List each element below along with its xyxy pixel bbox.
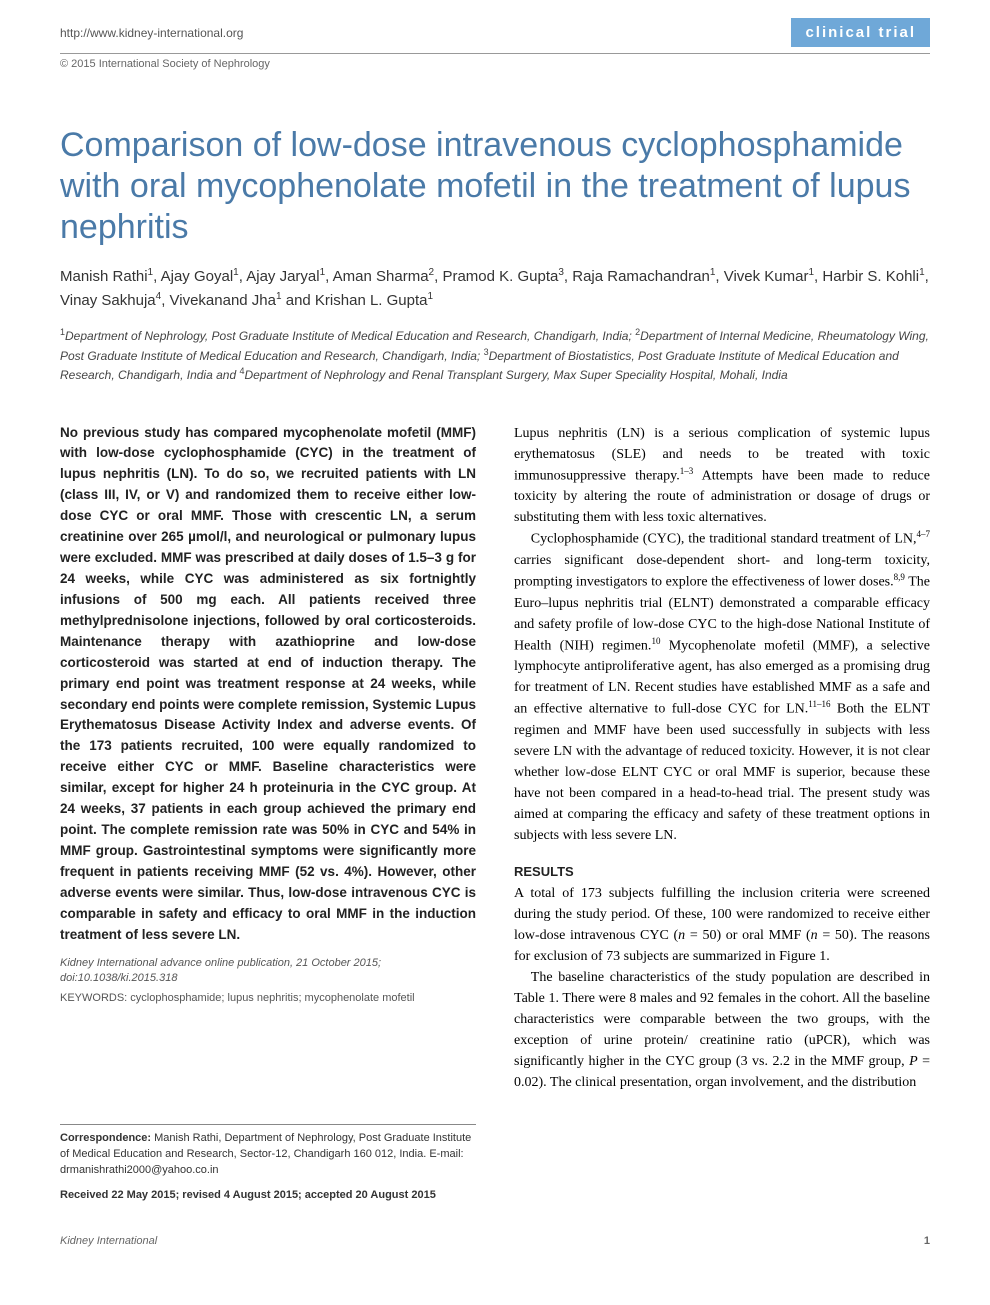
results-paragraph-2: The baseline characteristics of the stud…	[514, 967, 930, 1093]
abstract-text: No previous study has compared mycopheno…	[60, 423, 476, 946]
keywords-line: KEYWORDS: cyclophosphamide; lupus nephri…	[60, 992, 476, 1004]
affiliations: 1Department of Nephrology, Post Graduate…	[60, 326, 930, 384]
results-heading: RESULTS	[514, 862, 930, 882]
page-number: 1	[924, 1235, 930, 1247]
intro-paragraph-1: Lupus nephritis (LN) is a serious compli…	[514, 423, 930, 529]
footer-journal-name: Kidney International	[60, 1235, 157, 1247]
article-title: Comparison of low-dose intravenous cyclo…	[60, 125, 930, 247]
right-column: Lupus nephritis (LN) is a serious compli…	[514, 423, 930, 1202]
journal-url[interactable]: http://www.kidney-international.org	[60, 26, 243, 40]
section-badge: clinical trial	[791, 18, 930, 47]
publication-info: Kidney International advance online publ…	[60, 956, 476, 987]
intro-paragraph-2: Cyclophosphamide (CYC), the traditional …	[514, 528, 930, 846]
left-column: No previous study has compared mycopheno…	[60, 423, 476, 1202]
received-dates: Received 22 May 2015; revised 4 August 2…	[60, 1189, 476, 1201]
results-paragraph-1: A total of 173 subjects fulfilling the i…	[514, 883, 930, 967]
correspondence: Correspondence: Manish Rathi, Department…	[60, 1124, 476, 1179]
correspondence-label: Correspondence:	[60, 1132, 151, 1144]
author-list: Manish Rathi1, Ajay Goyal1, Ajay Jaryal1…	[60, 265, 930, 312]
copyright-line: © 2015 International Society of Nephrolo…	[60, 58, 930, 70]
header-bar: http://www.kidney-international.org clin…	[60, 0, 930, 54]
page-footer: Kidney International 1	[60, 1235, 930, 1247]
two-column-layout: No previous study has compared mycopheno…	[60, 423, 930, 1202]
